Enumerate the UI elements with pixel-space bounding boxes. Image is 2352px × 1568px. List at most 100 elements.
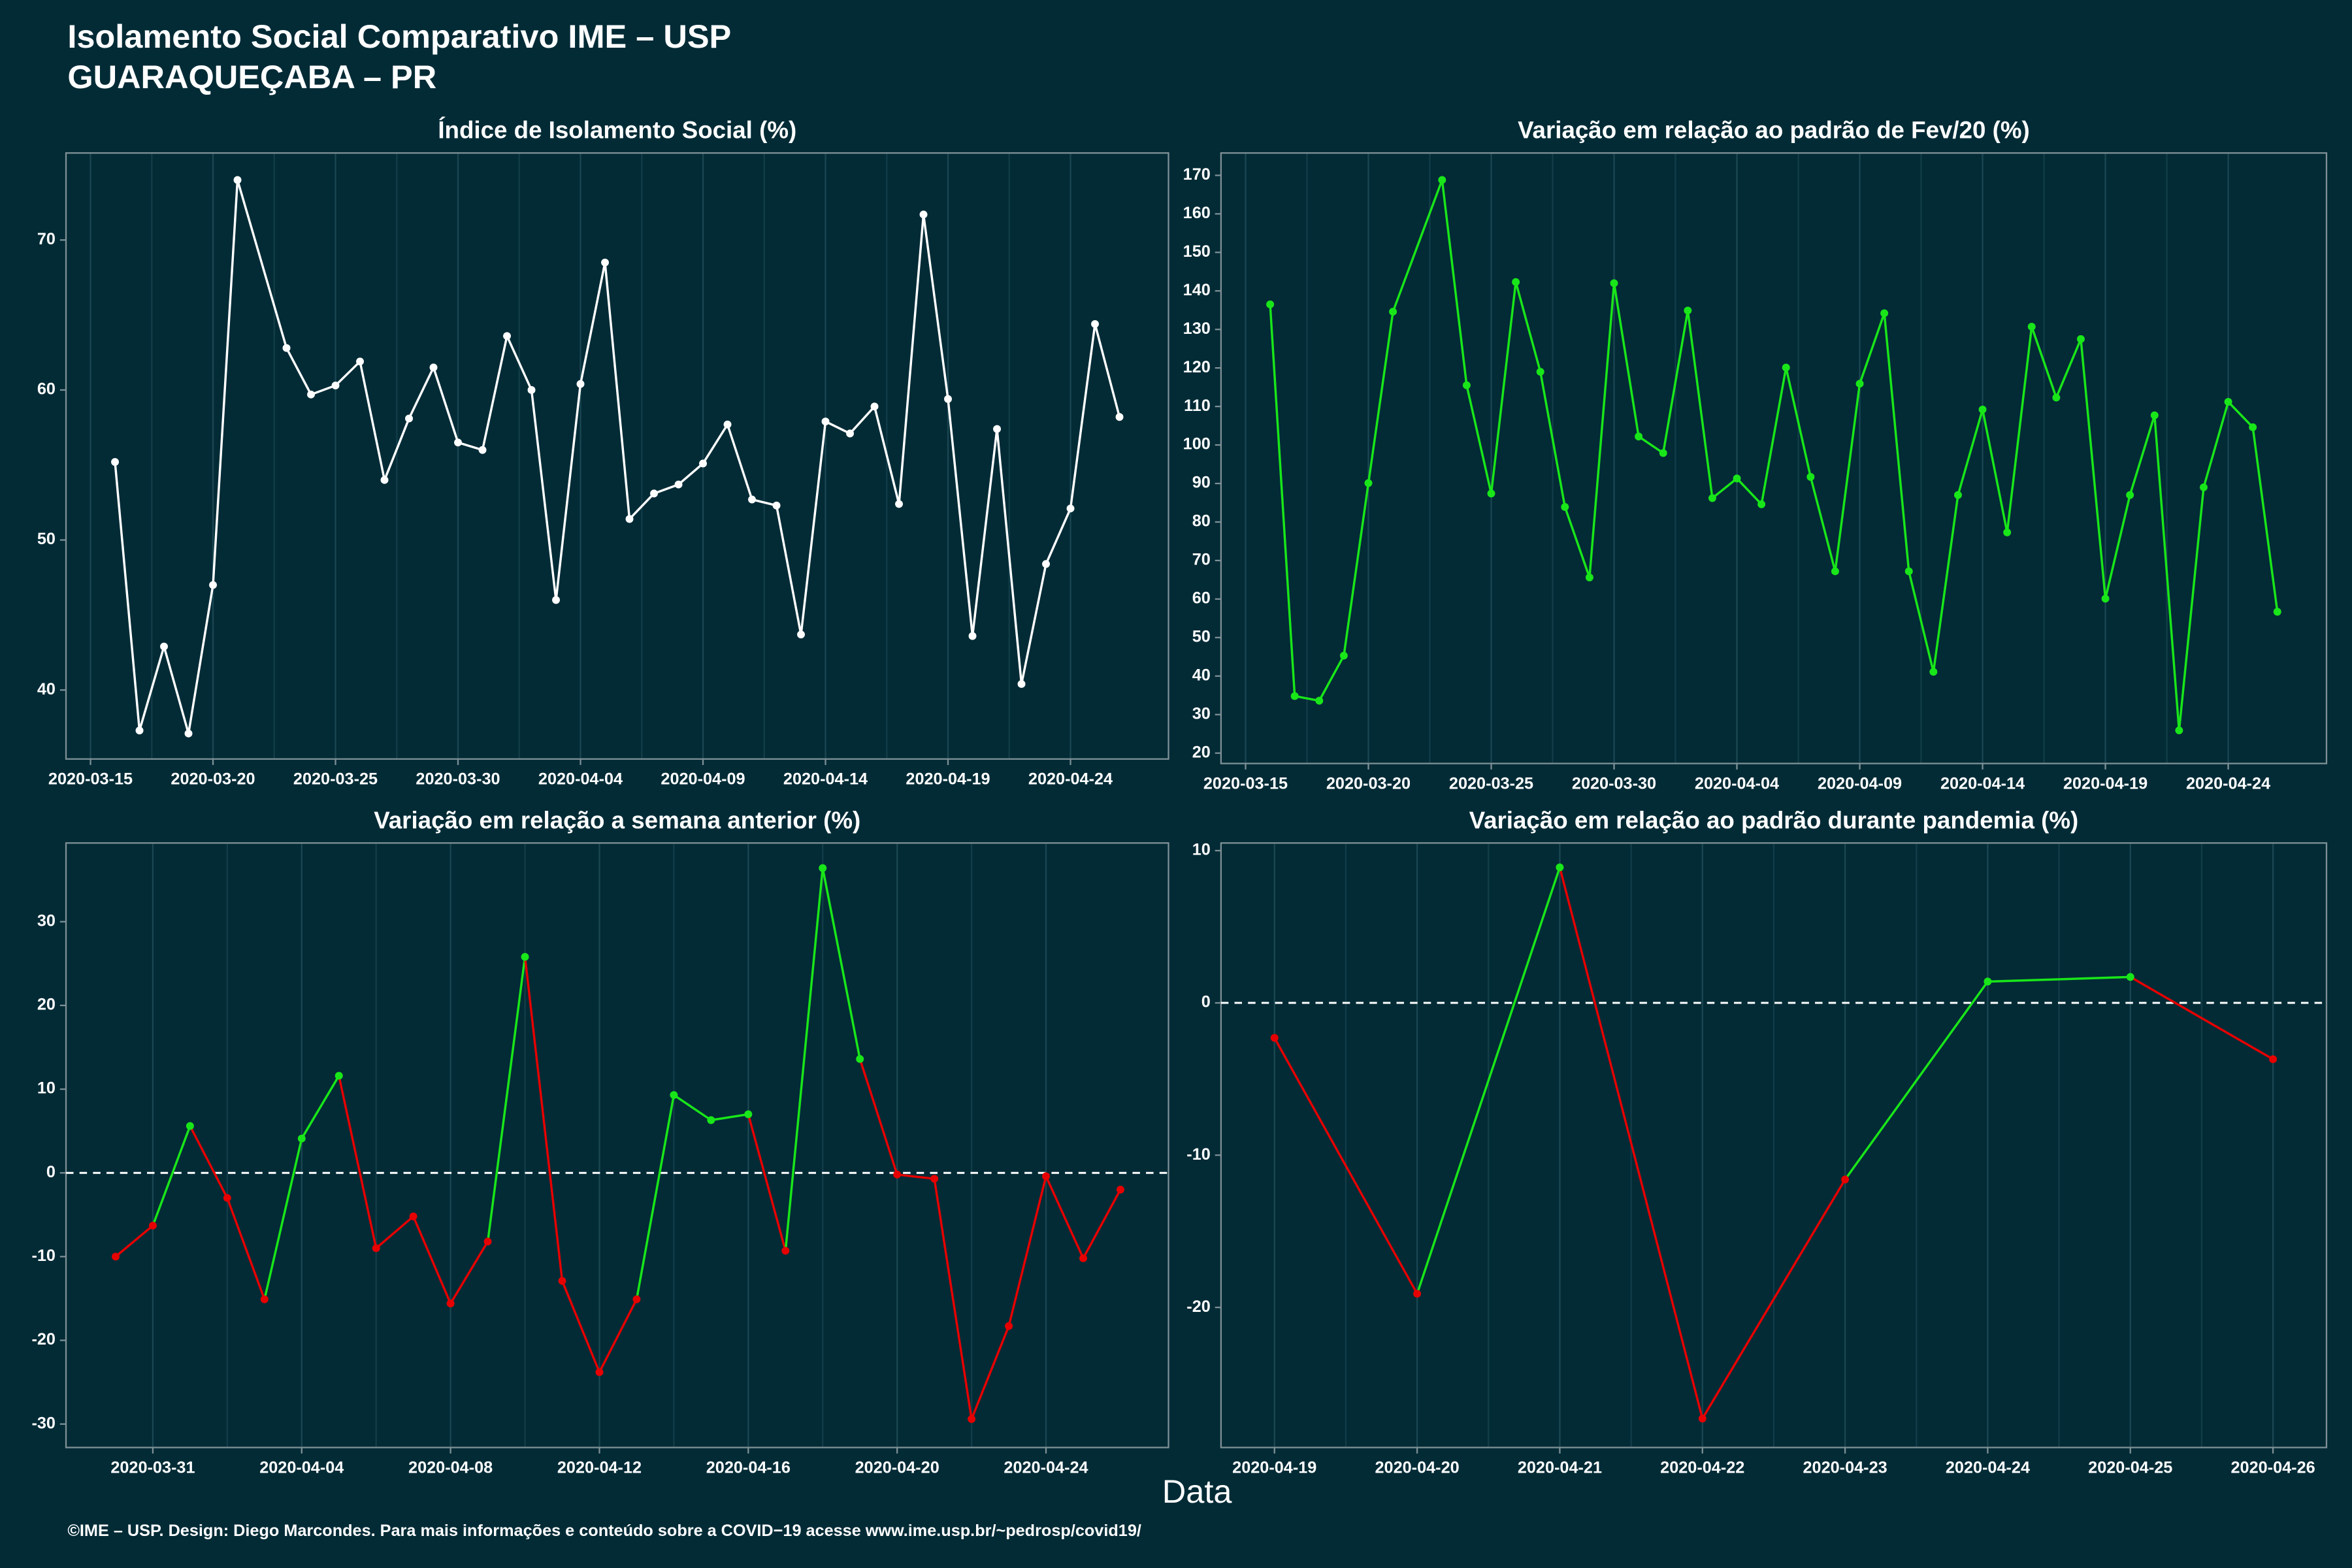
line-segment (1490, 282, 1517, 494)
line-segment (1932, 495, 1959, 672)
line-segment (2129, 415, 2156, 496)
x-tick-label: 2020-04-04 (538, 770, 623, 789)
point (723, 420, 732, 429)
line-segment (922, 214, 949, 399)
line-segment (1045, 508, 1072, 564)
x-tick-label: 2020-04-23 (1803, 1458, 1887, 1477)
point (111, 458, 119, 466)
page-subtitle: GUARAQUEÇABA – PR (67, 58, 436, 95)
line-segment (1957, 409, 1984, 496)
line-segment (285, 347, 312, 395)
y-tick-label: 20 (1192, 743, 1211, 761)
point (1079, 1254, 1087, 1262)
line-segment (2153, 415, 2181, 731)
point (372, 1244, 380, 1252)
point (1315, 696, 1324, 705)
panel-frame (1220, 152, 2328, 764)
line-segment (486, 956, 527, 1242)
x-tick-label: 2020-04-20 (855, 1458, 939, 1477)
point (2224, 398, 2232, 406)
line-segment (2178, 487, 2205, 731)
point (307, 390, 315, 399)
point (1684, 306, 1692, 315)
line-segment (673, 1094, 712, 1121)
line-segment (2080, 338, 2107, 599)
line-segment (335, 361, 361, 387)
y-tick-label: 140 (1183, 281, 1211, 299)
y-tick-label: 70 (1192, 551, 1211, 569)
x-tick-label: 2020-04-21 (1518, 1458, 1602, 1477)
point (135, 727, 144, 735)
x-tick-label: 2020-04-24 (1004, 1458, 1088, 1477)
y-tick-label: 20 (37, 996, 56, 1014)
line-segment (751, 498, 777, 507)
line-segment (1269, 304, 1296, 696)
x-tick-label: 2020-03-31 (110, 1458, 195, 1477)
line-segment (530, 389, 557, 600)
x-axis-label: Data (1162, 1473, 1233, 1510)
point (1757, 500, 1766, 508)
point (1266, 300, 1275, 308)
y-tick-label: 100 (1183, 435, 1211, 453)
point (707, 1116, 715, 1124)
point (527, 385, 536, 394)
x-tick-label: 2020-04-19 (906, 770, 990, 789)
point (1389, 308, 1397, 316)
point (870, 402, 879, 411)
point (233, 176, 242, 184)
line-segment (1686, 310, 1714, 498)
x-tick-label: 2020-04-16 (706, 1458, 791, 1477)
line-segment (375, 1215, 414, 1249)
x-tick-label: 2020-04-22 (1660, 1458, 1744, 1477)
point (744, 1110, 753, 1119)
x-tick-label: 2020-04-24 (1946, 1458, 2030, 1477)
point (1556, 863, 1564, 872)
line-segment (1465, 385, 1493, 494)
line-segment (263, 1138, 303, 1300)
line-segment (301, 1075, 340, 1139)
line-segment (1514, 282, 1542, 372)
line-segment (236, 180, 288, 349)
line-segment (1367, 311, 1394, 483)
point (919, 210, 928, 219)
line-segment (629, 493, 655, 520)
x-tick-label: 2020-04-24 (1028, 770, 1113, 789)
line-segment (1760, 367, 1788, 505)
point (335, 1071, 343, 1080)
point (112, 1252, 120, 1261)
line-segment (432, 367, 459, 443)
point (797, 630, 805, 639)
line-segment (449, 1241, 489, 1305)
line-segment (1020, 563, 1047, 685)
point (1659, 449, 1667, 457)
line-segment (1736, 478, 1763, 506)
line-segment (152, 1125, 191, 1226)
y-tick-label: 170 (1183, 165, 1211, 184)
point (2126, 973, 2134, 981)
y-tick-label: 150 (1183, 242, 1211, 261)
point (552, 596, 560, 604)
point (1855, 380, 1864, 388)
point (1978, 405, 1987, 414)
line-segment (506, 335, 533, 391)
point (2199, 483, 2208, 491)
line-segment (1343, 483, 1370, 656)
x-tick-label: 2020-03-20 (1326, 774, 1411, 792)
y-tick-label: 50 (1192, 628, 1211, 646)
line-segment (898, 214, 925, 504)
y-tick-label: 10 (1192, 841, 1211, 859)
point (1698, 1414, 1707, 1423)
line-segment (784, 868, 824, 1251)
point (2126, 491, 2134, 499)
y-tick-label: -10 (1186, 1145, 1211, 1164)
x-tick-label: 2020-03-25 (1449, 774, 1533, 792)
point (821, 417, 830, 426)
point (1091, 319, 1099, 328)
point (1806, 473, 1815, 481)
panel-title: Variação em relação ao padrão durante pa… (1469, 807, 2079, 834)
line-segment (702, 423, 728, 465)
line-segment (1273, 1037, 1418, 1295)
point (1536, 368, 1544, 376)
line-segment (604, 262, 631, 519)
